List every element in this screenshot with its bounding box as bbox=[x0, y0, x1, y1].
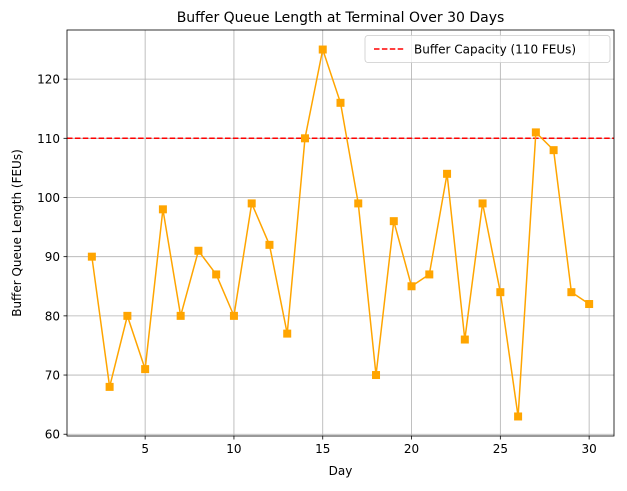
data-point-marker bbox=[229, 311, 238, 320]
x-axis-label: Day bbox=[329, 464, 353, 478]
data-point-marker bbox=[460, 335, 469, 344]
data-point-marker bbox=[176, 311, 185, 320]
data-point-marker bbox=[567, 288, 576, 297]
data-point-marker bbox=[372, 371, 381, 380]
data-point-marker bbox=[318, 45, 327, 54]
x-tick-label: 20 bbox=[404, 442, 419, 456]
legend-box bbox=[364, 35, 611, 63]
data-point-marker bbox=[87, 252, 96, 261]
y-tick-label: 90 bbox=[45, 250, 60, 264]
data-point-marker bbox=[141, 365, 150, 374]
x-tick-label: 5 bbox=[141, 442, 149, 456]
data-point-marker bbox=[496, 288, 505, 297]
data-point-marker bbox=[425, 270, 434, 279]
x-tick-label: 30 bbox=[581, 442, 596, 456]
y-tick-label: 70 bbox=[45, 369, 60, 383]
data-point-marker bbox=[123, 311, 132, 320]
data-point-marker bbox=[585, 300, 594, 309]
data-point-marker bbox=[194, 246, 203, 255]
data-point-marker bbox=[389, 217, 398, 226]
y-axis-ticks: 60 70 80 90 100 110 120 bbox=[37, 73, 67, 442]
data-point-marker bbox=[443, 169, 452, 178]
x-tick-label: 15 bbox=[315, 442, 330, 456]
legend-capacity-label: Buffer Capacity (110 FEUs) bbox=[414, 43, 576, 57]
data-point-marker bbox=[549, 146, 558, 155]
data-point-marker bbox=[478, 199, 487, 208]
data-point-marker bbox=[105, 382, 114, 391]
y-axis-label: Buffer Queue Length (FEUs) bbox=[10, 149, 24, 317]
y-tick-label: 110 bbox=[37, 132, 60, 146]
series-layer bbox=[87, 45, 594, 421]
x-axis-ticks: 5 10 15 20 25 30 bbox=[141, 436, 597, 456]
legend: Buffer Capacity (110 FEUs) bbox=[364, 35, 611, 63]
data-point-marker bbox=[407, 282, 416, 291]
data-point-marker bbox=[158, 205, 167, 214]
data-point-marker bbox=[354, 199, 363, 208]
y-tick-label: 60 bbox=[45, 428, 60, 442]
y-tick-label: 80 bbox=[45, 309, 60, 323]
x-tick-label: 10 bbox=[226, 442, 241, 456]
plot-frame bbox=[66, 29, 615, 437]
x-tick-label: 25 bbox=[493, 442, 508, 456]
data-point-marker bbox=[514, 412, 523, 421]
data-point-marker bbox=[300, 134, 309, 143]
y-tick-label: 100 bbox=[37, 191, 60, 205]
data-point-marker bbox=[283, 329, 292, 338]
data-point-marker bbox=[247, 199, 256, 208]
data-point-marker bbox=[336, 98, 345, 107]
data-point-marker bbox=[265, 240, 274, 249]
data-point-marker bbox=[212, 270, 221, 279]
chart-title: Buffer Queue Length at Terminal Over 30 … bbox=[177, 10, 505, 26]
data-point-marker bbox=[531, 128, 540, 137]
y-tick-label: 120 bbox=[37, 73, 60, 87]
